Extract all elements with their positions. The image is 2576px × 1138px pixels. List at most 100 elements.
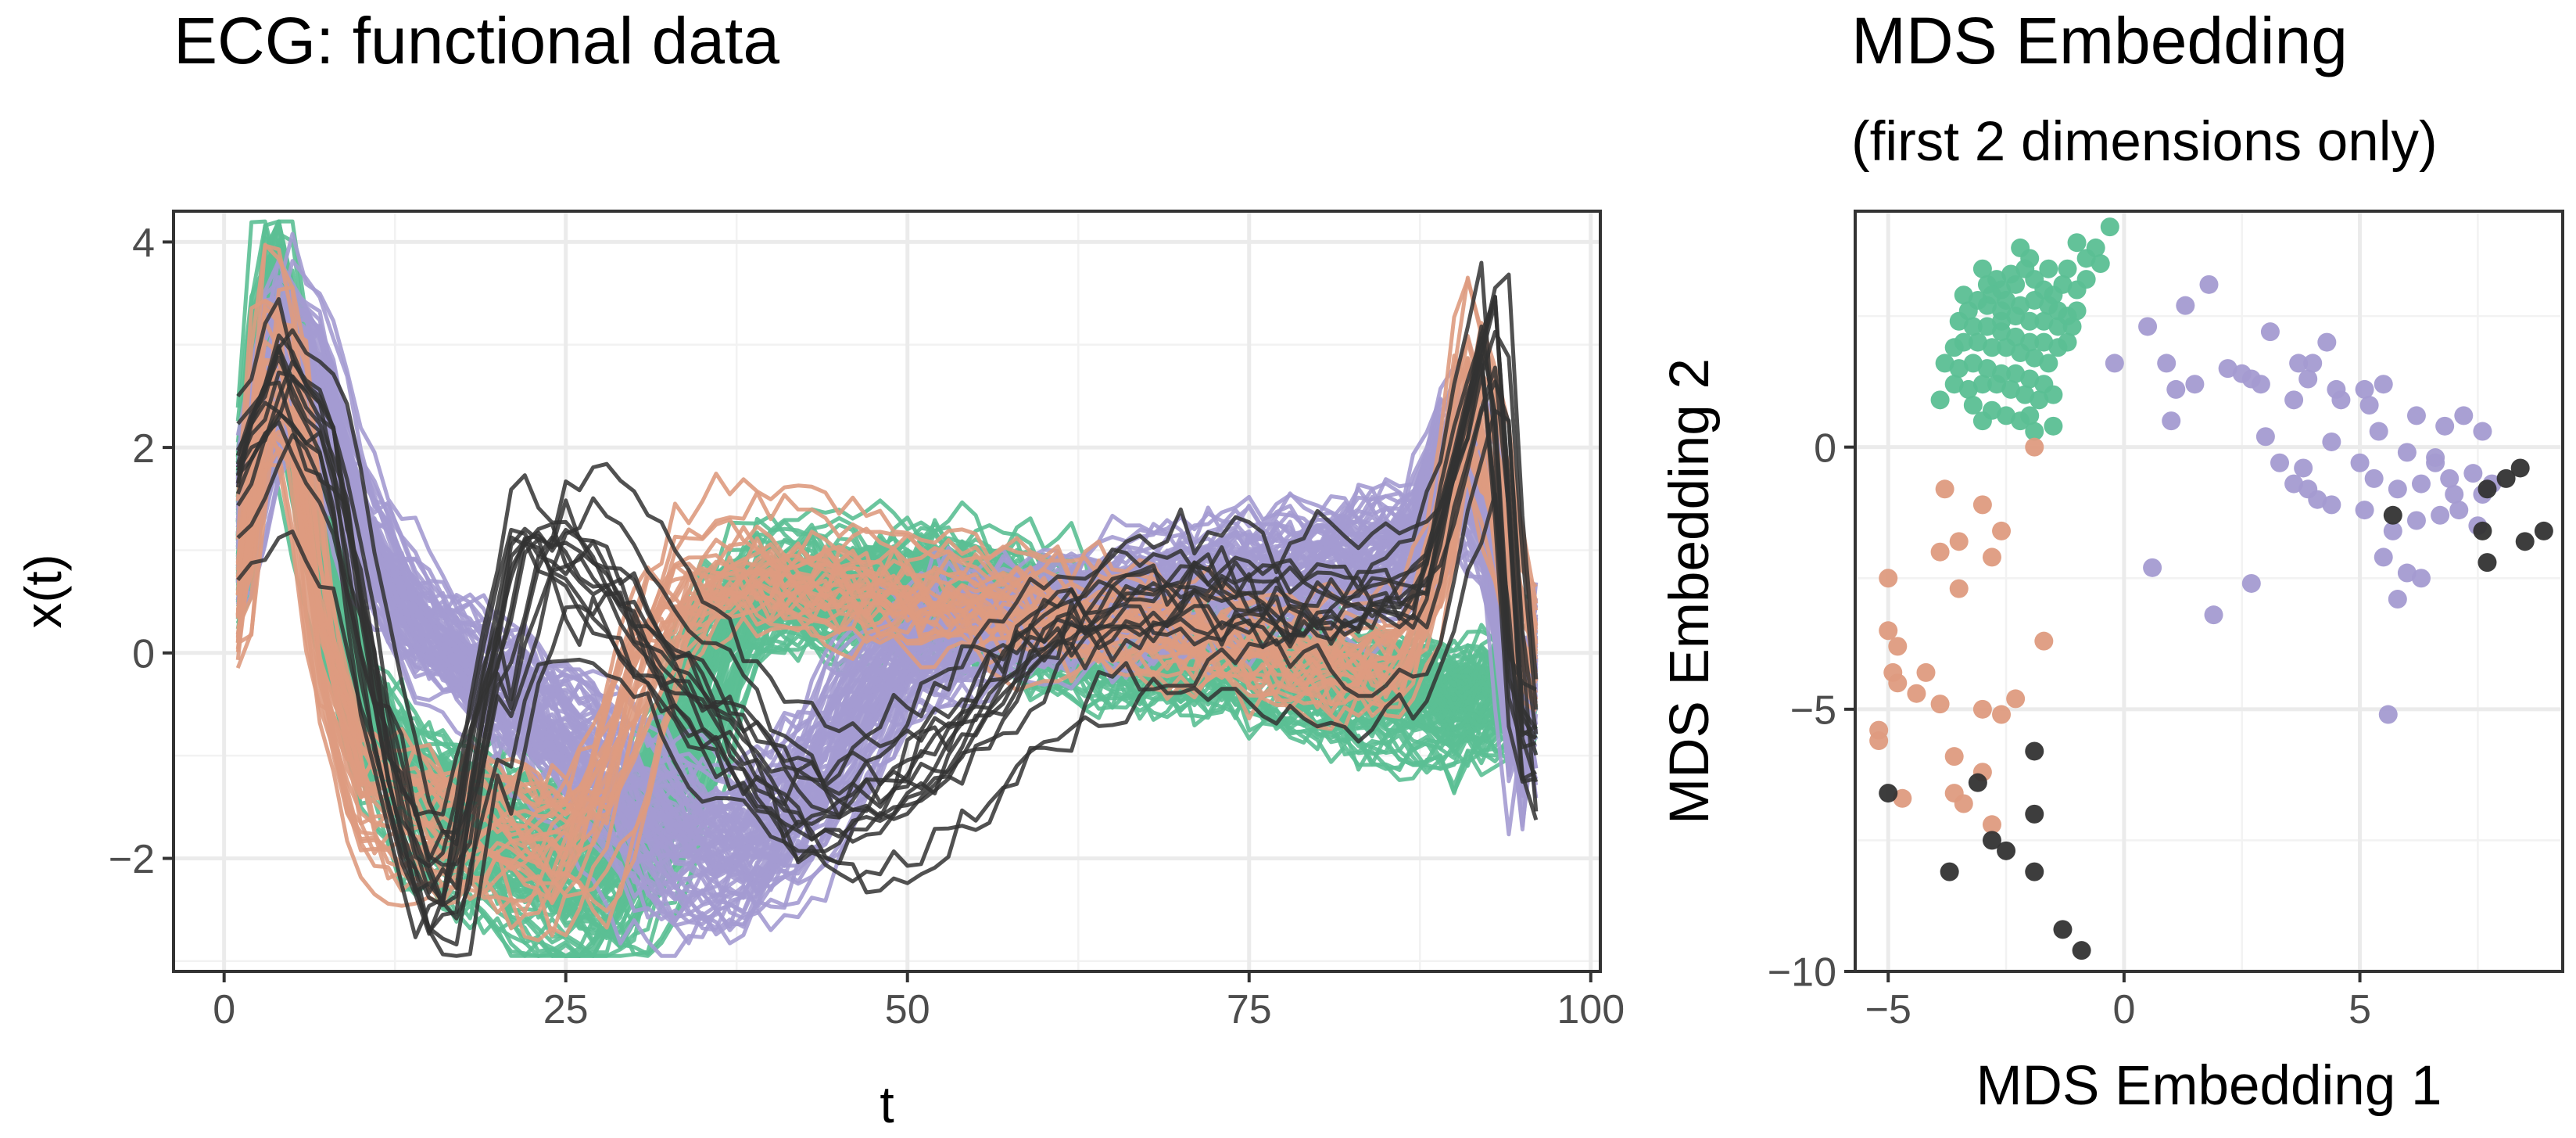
mds-point-green xyxy=(2025,348,2044,368)
y-tick-label: −5 xyxy=(1790,688,1836,734)
mds-point-green xyxy=(2006,307,2026,326)
mds-point-purple xyxy=(2378,705,2398,724)
mds-point-black xyxy=(2025,741,2044,761)
mds-point-purple xyxy=(2284,390,2304,410)
mds-point-black xyxy=(2072,941,2091,960)
mds-point-green xyxy=(2020,369,2040,389)
mds-point-black xyxy=(2496,468,2516,488)
mds-point-green xyxy=(2011,238,2030,257)
mds-y-axis-label: MDS Embedding 2 xyxy=(1659,358,1721,824)
mds-point-purple xyxy=(2298,479,2318,499)
mds-point-green xyxy=(2091,254,2110,274)
y-tick-label: 2 xyxy=(132,426,155,472)
mds-point-orange xyxy=(1907,684,1926,703)
ecg-x-axis-label: t xyxy=(880,1075,894,1133)
mds-point-purple xyxy=(2199,275,2219,294)
mds-point-purple xyxy=(2397,563,2417,583)
x-tick-label: 75 xyxy=(1227,987,1272,1032)
mds-point-black xyxy=(2025,862,2044,881)
mds-point-green xyxy=(2076,249,2096,268)
mds-title: MDS Embedding xyxy=(1851,4,2348,77)
mds-point-orange xyxy=(1879,569,1898,588)
mds-point-orange xyxy=(1972,699,1992,719)
mds-point-purple xyxy=(2166,379,2186,399)
ecg-panel: ECG: functional data 0 25 50 75 100 −2 0 2 4 t x… xyxy=(14,4,1625,1133)
mds-point-green xyxy=(1972,259,1992,278)
mds-point-green xyxy=(2015,385,2035,404)
mds-point-green xyxy=(2044,416,2063,436)
mds-point-purple xyxy=(2204,605,2223,625)
x-tick-label: 0 xyxy=(213,987,235,1032)
mds-point-purple xyxy=(2445,484,2464,504)
mds-point-orange xyxy=(1888,637,1908,656)
mds-point-green xyxy=(2020,406,2040,425)
mds-point-purple xyxy=(2138,317,2158,336)
mds-point-purple xyxy=(2105,354,2124,373)
y-tick-label: 4 xyxy=(132,221,155,266)
mds-point-orange xyxy=(1935,479,1954,499)
mds-panel-border xyxy=(1854,210,2564,973)
mds-point-orange xyxy=(1972,495,1992,515)
mds-point-green xyxy=(1987,375,2006,394)
mds-point-green xyxy=(2025,422,2044,441)
mds-point-purple xyxy=(2331,390,2351,410)
mds-point-green xyxy=(1963,354,1983,373)
mds-point-black xyxy=(2510,458,2530,478)
y-tick-label: 0 xyxy=(1814,425,1836,471)
mds-point-purple xyxy=(2289,354,2309,373)
mds-point-purple xyxy=(2284,474,2304,494)
ecg-curve-black xyxy=(235,354,1537,939)
mds-point-green xyxy=(2015,259,2035,278)
y-tick-label: −10 xyxy=(1768,950,1836,996)
mds-point-green xyxy=(2039,259,2058,278)
mds-point-purple xyxy=(2260,322,2280,342)
mds-point-black xyxy=(2477,479,2497,499)
mds-point-orange xyxy=(2025,437,2044,457)
mds-point-purple xyxy=(2350,453,2370,472)
ecg-curve-black xyxy=(236,260,1538,868)
mds-point-green xyxy=(2039,354,2058,373)
mds-point-green xyxy=(2067,233,2087,253)
ecg-curve-black xyxy=(236,491,1539,947)
mds-point-green xyxy=(1930,390,1950,410)
mds-point-green xyxy=(2001,379,2021,399)
mds-x-axis-label: MDS Embedding 1 xyxy=(1976,1055,2442,1117)
mds-point-purple xyxy=(2435,416,2455,436)
mds-point-purple xyxy=(2454,406,2474,425)
x-tick-label: 5 xyxy=(2348,987,2371,1032)
mds-point-green xyxy=(2067,280,2087,300)
mds-point-green xyxy=(1977,317,1997,336)
mds-point-orange xyxy=(1944,747,1964,766)
ecg-ticks: 0 25 50 75 100 −2 0 2 4 xyxy=(109,221,1625,1032)
mds-point-purple xyxy=(2374,375,2393,394)
mds-point-green xyxy=(1944,375,1964,394)
mds-point-black xyxy=(2534,521,2553,540)
x-tick-label: 100 xyxy=(1557,987,1625,1032)
mds-point-purple xyxy=(2463,464,2483,483)
mds-point-purple xyxy=(2294,458,2313,478)
mds-point-purple xyxy=(2303,354,2323,373)
mds-point-orange xyxy=(1879,621,1898,641)
mds-point-purple xyxy=(2473,422,2492,441)
x-tick-label: 0 xyxy=(2112,987,2135,1032)
mds-point-black xyxy=(1968,773,1987,792)
x-tick-label: −5 xyxy=(1865,987,1911,1032)
mds-point-green xyxy=(2001,264,2021,284)
mds-point-black xyxy=(2515,532,2535,551)
ecg-curve-purple xyxy=(235,354,1539,873)
mds-point-orange xyxy=(1869,731,1889,751)
mds-point-green xyxy=(1963,317,1983,336)
mds-point-purple xyxy=(2364,468,2384,488)
mds-point-black xyxy=(1879,784,1898,803)
mds-point-green xyxy=(1949,311,1969,331)
y-tick-label: −2 xyxy=(109,837,155,882)
mds-point-purple xyxy=(2369,422,2388,441)
ecg-title: ECG: functional data xyxy=(174,4,779,77)
mds-point-black xyxy=(2025,804,2044,824)
mds-point-green xyxy=(2044,385,2063,404)
mds-point-purple xyxy=(2449,501,2469,520)
mds-point-green xyxy=(1944,338,1964,357)
mds-point-purple xyxy=(2388,590,2407,609)
mds-point-purple xyxy=(2431,505,2450,525)
